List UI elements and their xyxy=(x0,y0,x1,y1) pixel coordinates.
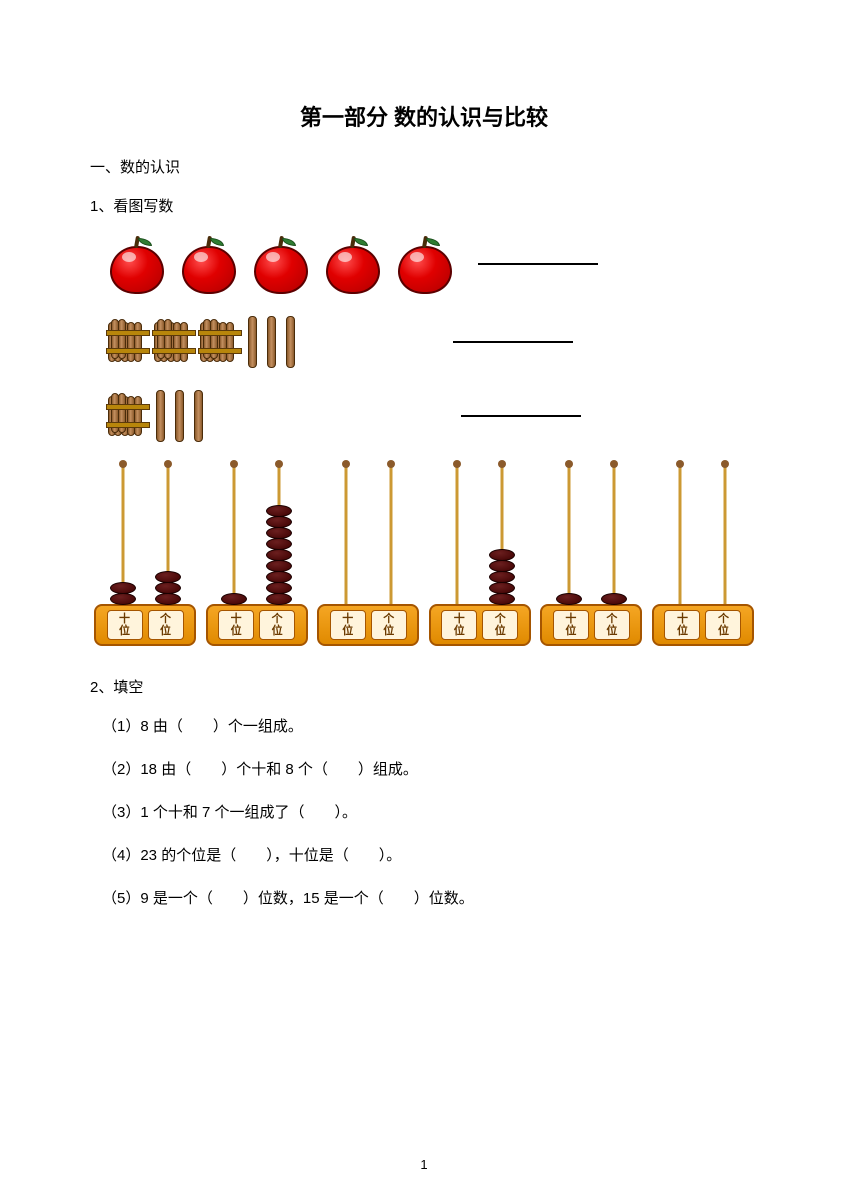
abacus: 十位个位 xyxy=(94,464,196,646)
stick-icon xyxy=(194,390,203,442)
fill-blank-item: （3）1 个十和 7 个一组成了（ ）。 xyxy=(102,801,758,822)
stick-bundle-icon xyxy=(154,316,194,368)
abacus-bead xyxy=(110,593,136,605)
apple-icon xyxy=(252,234,310,294)
q1-row-sticks-2 xyxy=(90,390,758,442)
answer-blank[interactable] xyxy=(478,263,598,265)
stick-bundle-icon xyxy=(108,316,148,368)
abacus: 十位个位 xyxy=(429,464,531,646)
abacus-base: 十位个位 xyxy=(429,604,531,646)
stick-bundle-icon xyxy=(108,390,148,442)
abacus-base: 十位个位 xyxy=(94,604,196,646)
stick-icon xyxy=(286,316,295,368)
stick-icon xyxy=(175,390,184,442)
apple-icon xyxy=(108,234,166,294)
section-1-heading: 一、数的认识 xyxy=(90,156,758,177)
stick-bundle-icon xyxy=(200,316,240,368)
abacus-bead xyxy=(155,593,181,605)
apple-icon xyxy=(180,234,238,294)
abacus-bead xyxy=(556,593,582,605)
q2-label: 2、填空 xyxy=(90,676,758,697)
page-title: 第一部分 数的认识与比较 xyxy=(90,100,758,132)
abacus-bead xyxy=(266,593,292,605)
abacus: 十位个位 xyxy=(652,464,754,646)
q1-row-apples xyxy=(90,234,758,294)
abacus-row: 十位个位十位个位十位个位十位个位十位个位十位个位 xyxy=(90,464,758,646)
answer-blank[interactable] xyxy=(453,341,573,343)
abacus-base: 十位个位 xyxy=(652,604,754,646)
abacus-bead xyxy=(601,593,627,605)
abacus-bead xyxy=(221,593,247,605)
abacus-base: 十位个位 xyxy=(206,604,308,646)
stick-icon xyxy=(156,390,165,442)
apple-icon xyxy=(396,234,454,294)
fill-blank-item: （4）23 的个位是（ ），十位是（ ）。 xyxy=(102,844,758,865)
abacus-base: 十位个位 xyxy=(540,604,642,646)
page-number: 1 xyxy=(420,1157,427,1172)
abacus: 十位个位 xyxy=(206,464,308,646)
q2-list: （1）8 由（ ）个一组成。 （2）18 由（ ）个十和 8 个（ ）组成。 （3）… xyxy=(90,715,758,908)
fill-blank-item: （1）8 由（ ）个一组成。 xyxy=(102,715,758,736)
abacus: 十位个位 xyxy=(317,464,419,646)
abacus-bead xyxy=(489,593,515,605)
q1-label: 1、看图写数 xyxy=(90,195,758,216)
abacus-base: 十位个位 xyxy=(317,604,419,646)
answer-blank[interactable] xyxy=(461,415,581,417)
q1-row-sticks-1 xyxy=(90,316,758,368)
apple-icon xyxy=(324,234,382,294)
fill-blank-item: （2）18 由（ ）个十和 8 个（ ）组成。 xyxy=(102,758,758,779)
abacus: 十位个位 xyxy=(540,464,642,646)
fill-blank-item: （5）9 是一个（ ）位数，15 是一个（ ）位数。 xyxy=(102,887,758,908)
stick-icon xyxy=(248,316,257,368)
stick-icon xyxy=(267,316,276,368)
